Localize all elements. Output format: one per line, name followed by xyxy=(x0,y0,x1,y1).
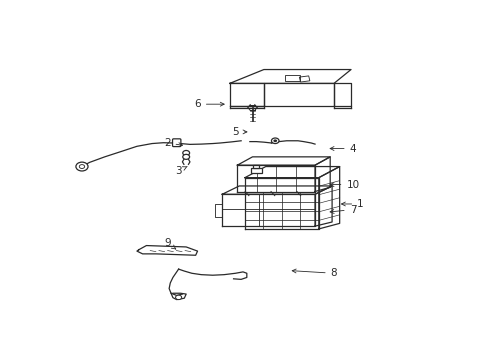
Polygon shape xyxy=(222,186,331,194)
Text: 2: 2 xyxy=(163,138,182,148)
Circle shape xyxy=(183,150,189,156)
Circle shape xyxy=(175,295,181,300)
Polygon shape xyxy=(237,157,329,165)
Polygon shape xyxy=(137,246,197,255)
Polygon shape xyxy=(229,69,350,84)
Polygon shape xyxy=(222,194,314,226)
Polygon shape xyxy=(333,84,350,105)
Circle shape xyxy=(183,154,189,159)
Text: 4: 4 xyxy=(329,144,356,153)
Polygon shape xyxy=(314,157,329,192)
Polygon shape xyxy=(314,186,331,226)
Bar xyxy=(253,165,259,168)
Text: 3: 3 xyxy=(175,166,187,176)
Text: 9: 9 xyxy=(163,238,175,249)
Circle shape xyxy=(273,139,277,142)
Polygon shape xyxy=(244,177,318,229)
Text: 8: 8 xyxy=(292,268,337,278)
Polygon shape xyxy=(229,84,264,105)
Text: 5: 5 xyxy=(232,127,246,137)
Bar xyxy=(250,168,262,174)
Circle shape xyxy=(76,162,88,171)
Polygon shape xyxy=(264,84,333,105)
Polygon shape xyxy=(318,167,339,229)
Polygon shape xyxy=(237,165,314,192)
Text: 7: 7 xyxy=(329,204,356,215)
Text: 1: 1 xyxy=(341,199,363,209)
Circle shape xyxy=(271,138,279,144)
Text: 10: 10 xyxy=(329,180,359,190)
Polygon shape xyxy=(244,167,339,177)
Bar xyxy=(299,76,309,82)
Bar xyxy=(284,75,299,81)
Text: 6: 6 xyxy=(194,99,224,109)
FancyBboxPatch shape xyxy=(172,139,181,147)
